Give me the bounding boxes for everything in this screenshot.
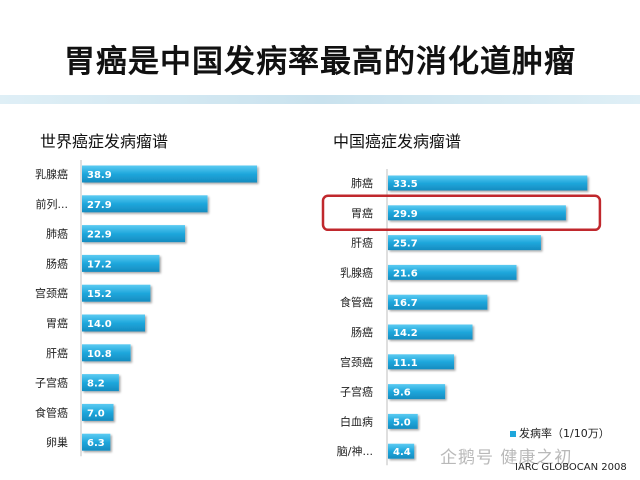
chart-legend: 发病率（1/10万）	[510, 425, 610, 441]
value-label: 14.0	[87, 319, 112, 330]
world-bar-chart: 乳腺癌 38.9 前列... 27.9 肺癌 22.9 肠癌 17.2 宫颈癌 15.2 胃癌 14.…	[35, 160, 258, 457]
category-label: 宫颈癌	[340, 355, 373, 369]
category-label: 子宫癌	[35, 376, 68, 390]
value-label: 10.8	[87, 349, 112, 360]
category-label: 胃癌	[46, 316, 68, 330]
bar	[82, 344, 131, 362]
category-label: 乳腺癌	[35, 167, 68, 181]
bar	[388, 264, 517, 280]
bar	[82, 165, 258, 183]
category-label: 肝癌	[46, 346, 68, 360]
highlight-box	[321, 194, 602, 232]
world-chart-title: 世界癌症发病瘤谱	[40, 132, 169, 151]
value-label: 21.6	[393, 268, 418, 279]
bar	[388, 235, 541, 251]
value-label: 15.2	[87, 289, 112, 300]
bar	[388, 443, 415, 459]
value-label: 5.0	[393, 417, 411, 428]
category-label: 脑/神...	[337, 444, 373, 458]
value-label: 38.9	[87, 170, 112, 181]
bar	[388, 175, 588, 191]
category-label: 肝癌	[351, 236, 373, 250]
category-label: 前列...	[36, 197, 69, 211]
category-label: 肠癌	[46, 256, 68, 270]
value-label: 22.9	[87, 230, 112, 241]
bar	[82, 314, 145, 332]
value-label: 25.7	[393, 239, 418, 250]
value-label: 6.3	[87, 438, 105, 449]
source-note: IARC GLOBOCAN 2008	[515, 462, 627, 473]
watermark: 企鹅号 健康之初	[440, 448, 573, 468]
category-label: 卵巢	[46, 436, 68, 449]
category-label: 胃癌	[351, 206, 373, 220]
bar	[82, 225, 186, 243]
category-label: 白血病	[340, 414, 373, 428]
category-label: 宫颈癌	[35, 286, 68, 300]
china-bar-chart: 肺癌 33.5 胃癌 29.9 肝癌 25.7 乳腺癌 21.6 食管癌 16.7 肠癌 14.2 宫颈…	[321, 169, 602, 466]
title-divider-band	[0, 95, 640, 104]
value-label: 33.5	[393, 179, 418, 190]
category-label: 肠癌	[351, 325, 373, 339]
bar	[388, 294, 488, 310]
bar	[388, 354, 455, 370]
china-chart-title: 中国癌症发病瘤谱	[333, 132, 462, 151]
value-label: 14.2	[393, 328, 418, 339]
bar	[82, 195, 208, 213]
bar	[388, 413, 418, 429]
category-label: 肺癌	[46, 227, 68, 241]
category-label: 子宫癌	[340, 385, 373, 399]
bar	[82, 403, 114, 421]
value-label: 16.7	[393, 298, 418, 309]
legend-swatch	[510, 431, 516, 437]
category-label: 食管癌	[35, 405, 68, 419]
value-label: 17.2	[87, 259, 112, 270]
legend-label: 发病率（1/10万）	[519, 427, 610, 440]
value-label: 7.0	[87, 408, 105, 419]
category-label: 肺癌	[351, 176, 373, 190]
bar	[82, 284, 151, 302]
category-label: 食管癌	[340, 295, 373, 309]
bar	[388, 384, 446, 400]
bar	[82, 374, 119, 392]
value-label: 29.9	[393, 209, 418, 220]
bar	[82, 433, 111, 451]
bar	[82, 254, 160, 272]
page-title: 胃癌是中国发病率最高的消化道肿瘤	[64, 44, 576, 80]
value-label: 4.4	[393, 447, 411, 458]
bar	[388, 205, 566, 221]
value-label: 27.9	[87, 200, 112, 211]
category-label: 乳腺癌	[340, 265, 373, 279]
value-label: 9.6	[393, 388, 411, 399]
bar	[388, 324, 473, 340]
value-label: 11.1	[393, 358, 418, 369]
value-label: 8.2	[87, 379, 105, 390]
